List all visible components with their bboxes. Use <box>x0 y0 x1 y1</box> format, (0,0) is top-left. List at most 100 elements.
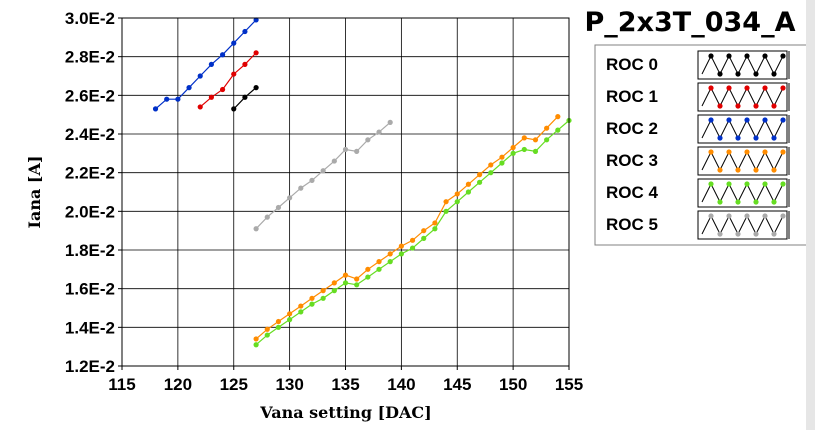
legend-item-roc-3: ROC 3 <box>606 146 790 176</box>
data-point <box>510 144 516 151</box>
data-point <box>253 342 259 348</box>
legend-sample-point <box>780 117 786 123</box>
legend-sample-point <box>744 53 750 59</box>
data-point <box>342 272 349 278</box>
data-point <box>175 96 181 102</box>
data-point <box>521 146 527 153</box>
legend-sample-point <box>744 213 750 219</box>
legend-sample-point <box>744 117 750 123</box>
data-point <box>287 317 293 323</box>
legend-label: ROC 2 <box>606 119 658 138</box>
legend-sample-point <box>708 181 714 187</box>
legend-swatch-shadow <box>787 179 790 207</box>
legend-sample-point <box>717 167 723 173</box>
legend: ROC 0 ROC 1 ROC 2 ROC 3 ROC 4 ROC 5 <box>606 50 790 240</box>
x-axis-ticks: 115 120 125 130 135 140 145 150 155 <box>108 366 583 394</box>
series-group <box>152 17 572 348</box>
x-tick-label: 120 <box>164 375 192 394</box>
data-point <box>309 177 315 183</box>
plot-frame <box>121 17 570 367</box>
legend-sample-point <box>717 231 723 237</box>
data-point <box>465 189 472 195</box>
x-tick-label: 155 <box>555 375 583 394</box>
series-roc-0 <box>231 85 259 112</box>
data-point <box>387 259 393 265</box>
x-tick-label: 135 <box>331 375 359 394</box>
data-point <box>443 208 449 214</box>
x-tick-label: 150 <box>499 375 527 394</box>
data-point <box>231 40 237 46</box>
legend-sample-point <box>735 103 741 109</box>
data-point <box>488 162 494 168</box>
data-point <box>219 52 226 58</box>
data-point <box>208 61 214 67</box>
legend-swatch-shadow <box>787 51 790 79</box>
data-point <box>376 259 382 265</box>
data-point <box>488 170 494 176</box>
legend-item-roc-1: ROC 1 <box>606 82 790 112</box>
data-point <box>555 114 561 120</box>
legend-sample-line <box>701 182 784 204</box>
y-tick-label: 2.0E-2 <box>65 202 115 221</box>
legend-sample-point <box>762 117 768 123</box>
data-point <box>298 309 304 315</box>
data-point <box>164 96 170 102</box>
data-point <box>152 106 159 112</box>
legend-sample-point <box>771 71 777 77</box>
y-axis-title: Iana [A] <box>25 156 44 229</box>
legend-sample-point <box>735 167 741 173</box>
data-point <box>264 326 270 332</box>
data-point <box>186 85 192 91</box>
legend-sample-point <box>726 85 732 91</box>
data-point <box>275 204 282 211</box>
legend-sample-point <box>726 149 732 155</box>
legend-sample-point <box>717 199 723 205</box>
data-point <box>409 237 416 243</box>
data-point <box>253 50 259 56</box>
data-point <box>253 17 259 23</box>
legend-item-roc-0: ROC 0 <box>606 50 790 80</box>
legend-sample-point <box>726 117 732 123</box>
data-point <box>231 71 237 77</box>
y-tick-label: 2.4E-2 <box>65 125 115 144</box>
y-tick-label: 1.2E-2 <box>65 357 115 376</box>
data-point <box>387 251 393 257</box>
series-roc-1 <box>197 50 259 110</box>
legend-label: ROC 5 <box>606 215 658 234</box>
data-point <box>521 135 527 141</box>
data-point <box>354 148 360 154</box>
legend-sample-point <box>780 181 786 187</box>
legend-sample-point <box>771 231 777 237</box>
legend-sample-line <box>701 86 784 108</box>
legend-sample-point <box>708 149 714 155</box>
legend-sample-point <box>771 135 777 141</box>
data-point <box>376 129 382 135</box>
data-point <box>398 251 404 257</box>
legend-sample-line <box>701 150 784 172</box>
data-point <box>454 191 460 197</box>
legend-sample-point <box>753 71 759 77</box>
legend-swatch-shadow <box>787 147 790 175</box>
data-point <box>398 243 404 249</box>
y-tick-label: 1.4E-2 <box>65 318 115 337</box>
data-point <box>242 61 248 67</box>
data-point <box>331 158 337 164</box>
data-point <box>197 104 203 110</box>
data-point <box>320 288 326 294</box>
data-point <box>309 295 315 301</box>
legend-label: ROC 0 <box>606 55 658 74</box>
data-point <box>287 311 293 317</box>
legend-sample-point <box>753 231 759 237</box>
legend-item-roc-2: ROC 2 <box>606 114 790 144</box>
data-point <box>532 137 539 143</box>
data-point <box>253 226 259 232</box>
legend-sample-point <box>762 53 768 59</box>
x-tick-label: 115 <box>108 375 135 394</box>
y-tick-label: 2.6E-2 <box>65 86 115 105</box>
x-axis-title: Vana setting [DAC] <box>259 403 431 422</box>
data-point <box>499 154 505 160</box>
data-point <box>443 199 449 205</box>
legend-sample-point <box>717 103 723 109</box>
x-tick-label: 145 <box>443 375 471 394</box>
legend-sample-point <box>780 213 786 219</box>
